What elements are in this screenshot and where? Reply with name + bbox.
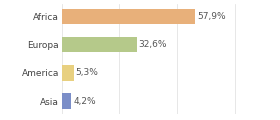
Text: 32,6%: 32,6% — [139, 40, 167, 49]
Text: 5,3%: 5,3% — [76, 68, 99, 77]
Bar — [62, 9, 195, 24]
Text: 57,9%: 57,9% — [197, 12, 226, 21]
Text: 4,2%: 4,2% — [73, 97, 96, 106]
Bar — [62, 37, 137, 52]
Bar — [62, 93, 71, 109]
Bar — [62, 65, 74, 81]
